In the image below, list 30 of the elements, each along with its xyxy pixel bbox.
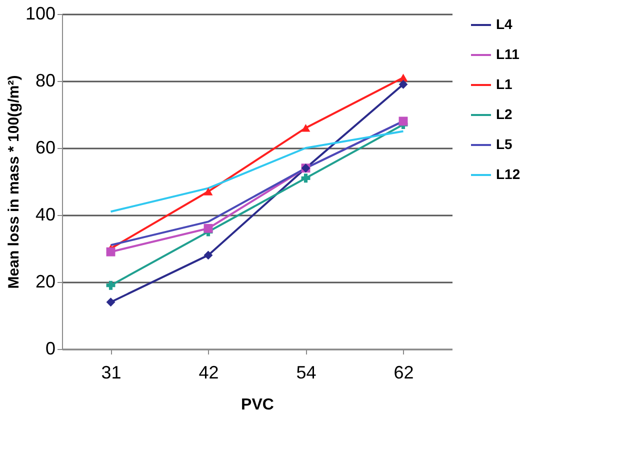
y-tick-label: 60	[35, 138, 56, 158]
line-series	[110, 130, 404, 213]
legend-label: L2	[496, 106, 513, 122]
point	[204, 188, 213, 196]
point	[204, 250, 213, 260]
legend-label: L12	[496, 166, 520, 182]
x-tick-label: 42	[198, 362, 219, 382]
point	[106, 247, 116, 256]
legend-label: L4	[496, 16, 513, 32]
point	[106, 280, 116, 290]
point	[398, 116, 408, 126]
point	[398, 74, 408, 82]
point	[301, 174, 310, 183]
point	[301, 124, 310, 132]
point	[106, 298, 116, 307]
legend-label: L11	[496, 46, 520, 62]
x-axis-title: PVC	[241, 396, 274, 414]
y-tick-label: 80	[35, 70, 56, 90]
y-axis-title: Mean loss in mass * 100(g/m²)	[5, 75, 22, 289]
y-tick-label: 0	[45, 338, 56, 358]
y-tick-label: 40	[35, 204, 56, 224]
y-tick-label: 100	[25, 4, 56, 24]
legend-label: L5	[496, 136, 513, 152]
x-tick-label: 62	[394, 362, 414, 382]
point	[204, 224, 213, 233]
point	[398, 80, 408, 89]
y-tick-label: 20	[35, 272, 56, 292]
legend-label: L1	[496, 76, 513, 92]
x-tick-label: 31	[101, 362, 122, 382]
x-tick-label: 54	[296, 362, 316, 382]
